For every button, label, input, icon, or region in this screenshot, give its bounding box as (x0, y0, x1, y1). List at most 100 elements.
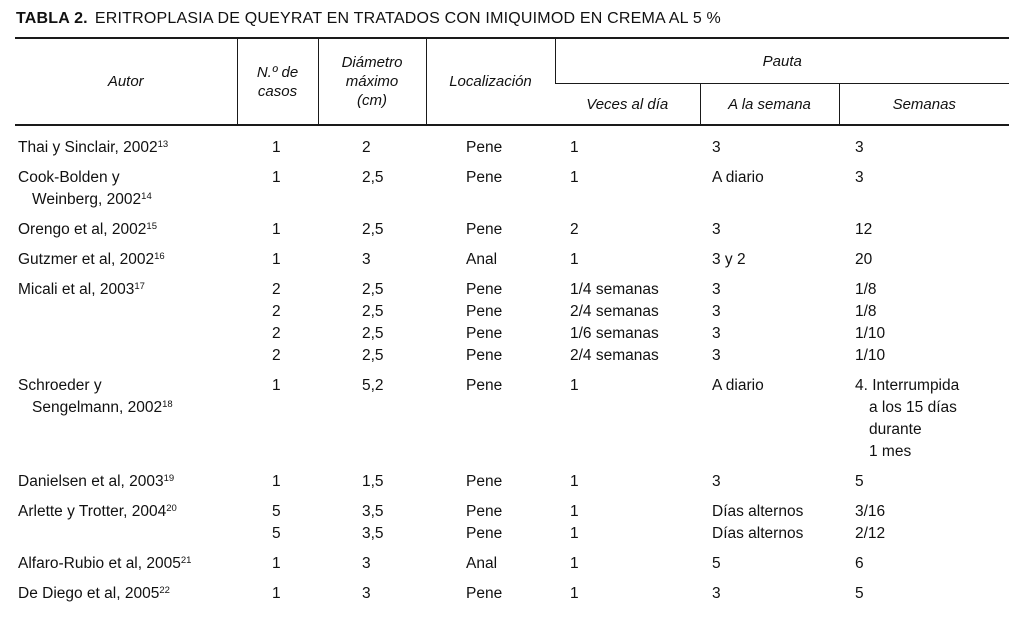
cell-line: Sengelmann, 200218 (32, 399, 173, 416)
cell-line: 6 (855, 555, 864, 572)
reference-superscript: 22 (159, 585, 170, 596)
column-header-pauta: Pauta (554, 38, 1010, 84)
cell-line: 3 (712, 473, 721, 490)
cell-veces-al-dia: 1 (555, 159, 700, 211)
cell-line: 2,5 (362, 325, 384, 342)
cell-line: 2,5 (362, 281, 384, 298)
cell-line: Orengo et al, 200215 (18, 221, 157, 238)
column-header-semanas: Semanas (838, 83, 1010, 125)
cell-line: 3/16 (855, 503, 886, 520)
cell-semanas: 6 (839, 545, 1009, 575)
cell-line: 1 (272, 139, 281, 156)
table-row: De Diego et al, 200522 1 3 Pene 1 3 5 (15, 575, 1009, 619)
cell-line: Danielsen et al, 200319 (18, 473, 175, 490)
cell-casos: 2 2 2 2 (237, 271, 318, 367)
cell-line: Thai y Sinclair, 200213 (18, 139, 169, 156)
cell-line: 1/4 semanas (570, 281, 659, 298)
cell-line: durante (869, 421, 922, 438)
cell-line: 2 (570, 221, 579, 238)
cell-semanas: 3/16 2/12 (839, 493, 1009, 545)
cell-line: 1 (570, 555, 579, 572)
cell-line: Weinberg, 200214 (32, 191, 152, 208)
cell-autor: Alfaro-Rubio et al, 200521 (15, 545, 237, 575)
cell-a-la-semana: Días alternos Días alternos (700, 493, 839, 545)
reference-superscript: 15 (146, 221, 157, 232)
cell-localizacion: Anal (426, 545, 555, 575)
cell-diametro: 3 (318, 241, 426, 271)
cell-line: 3 (362, 251, 371, 268)
cell-line: 2/4 semanas (570, 303, 659, 320)
cell-line: 1 (272, 473, 281, 490)
cell-line: Schroeder y (18, 377, 102, 394)
cell-line: 1 (570, 503, 579, 520)
cell-semanas: 5 (839, 463, 1009, 493)
cell-line: 3 (712, 303, 721, 320)
cell-line: 2 (272, 325, 281, 342)
cell-semanas: 20 (839, 241, 1009, 271)
cell-localizacion: Pene Pene Pene Pene (426, 271, 555, 367)
column-header-diametro: Diámetro máximo (cm) (317, 38, 426, 125)
reference-superscript: 18 (162, 399, 173, 410)
cell-casos: 1 (237, 463, 318, 493)
table-row: Gutzmer et al, 200216 1 3 Anal 1 3 y 2 20 (15, 241, 1009, 271)
table-title-text: ERITROPLASIA DE QUEYRAT EN TRATADOS CON … (94, 10, 721, 27)
table-header: Autor N.º de casos Diámetro máximo (cm) … (15, 38, 1010, 125)
cell-autor: Orengo et al, 200215 (15, 211, 237, 241)
cell-line: Micali et al, 200317 (18, 281, 145, 298)
cell-veces-al-dia: 1 (555, 575, 700, 619)
column-header-localizacion: Localización (425, 38, 555, 125)
cell-diametro: 2,5 2,5 2,5 2,5 (318, 271, 426, 367)
cell-a-la-semana: 5 (700, 545, 839, 575)
cell-localizacion: Pene Pene (426, 493, 555, 545)
cell-line: 2 (272, 303, 281, 320)
cell-localizacion: Anal (426, 241, 555, 271)
cell-diametro: 2,5 (318, 211, 426, 241)
reference-superscript: 13 (157, 139, 169, 150)
cell-autor: Arlette y Trotter, 200420 (15, 493, 237, 545)
column-header-veces-al-dia: Veces al día (586, 95, 669, 113)
cell-line: 2,5 (362, 347, 384, 364)
cell-casos: 1 (237, 125, 318, 159)
cell-diametro: 3 (318, 575, 426, 619)
cell-line: 1/6 semanas (570, 325, 659, 342)
cell-line: Pene (466, 139, 503, 156)
cell-casos: 1 (237, 575, 318, 619)
cell-localizacion: Pene (426, 159, 555, 211)
reference-superscript: 17 (134, 281, 145, 292)
cell-line: Días alternos (712, 525, 804, 542)
cell-line: 2,5 (362, 221, 384, 238)
cell-line: 1 (570, 525, 579, 542)
cell-line: Anal (466, 251, 498, 268)
cell-line: 1 (570, 139, 579, 156)
cell-line: 3 (362, 585, 371, 602)
cell-veces-al-dia: 2 (555, 211, 700, 241)
table-row: Alfaro-Rubio et al, 200521 1 3 Anal 1 5 6 (15, 545, 1009, 575)
cell-line: 5 (712, 555, 721, 572)
cell-line: 1 (272, 585, 281, 602)
cell-localizacion: Pene (426, 575, 555, 619)
cell-autor: De Diego et al, 200522 (15, 575, 237, 619)
cell-line: 5 (855, 585, 864, 602)
cell-localizacion: Pene (426, 125, 555, 159)
cell-diametro: 2 (318, 125, 426, 159)
cell-line: Pene (466, 473, 503, 490)
cell-line: 1 (570, 169, 579, 186)
reference-superscript: 19 (163, 473, 175, 484)
cell-line: Gutzmer et al, 200216 (18, 251, 165, 268)
cell-autor: Cook-Bolden y Weinberg, 200214 (15, 159, 237, 211)
cell-line: 1 (272, 377, 281, 394)
cell-line: 1 (570, 585, 579, 602)
cell-line: Pene (466, 503, 503, 520)
cell-line: Cook-Bolden y (18, 169, 120, 186)
table-row: Micali et al, 200317 2 2 2 2 2,5 2,5 2,5 2,5 Pene… (15, 271, 1009, 367)
cell-casos: 1 (237, 241, 318, 271)
cell-localizacion: Pene (426, 211, 555, 241)
cell-line: 1 (272, 221, 281, 238)
cell-line: 1/8 (855, 281, 877, 298)
cell-line: 2,5 (362, 169, 384, 186)
cell-a-la-semana: 3 (700, 463, 839, 493)
cell-veces-al-dia: 1 (555, 367, 700, 463)
cell-line: 3,5 (362, 525, 384, 542)
cell-line: Pene (466, 221, 503, 238)
cell-line: 1/8 (855, 303, 877, 320)
